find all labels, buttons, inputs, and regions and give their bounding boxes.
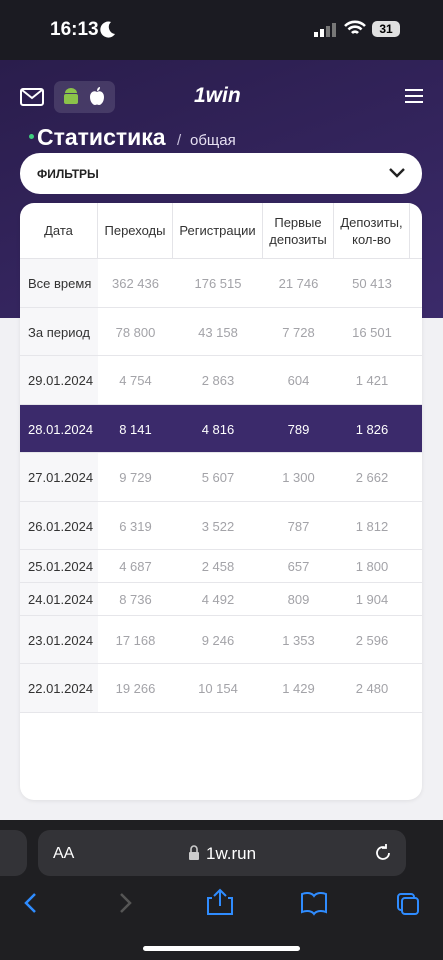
table-cell: 6 319 bbox=[119, 518, 152, 534]
lock-icon bbox=[189, 845, 199, 860]
table-cell: 657 bbox=[287, 559, 310, 574]
android-icon[interactable] bbox=[62, 87, 80, 107]
date-cell-bg bbox=[20, 616, 98, 663]
table-row bbox=[20, 405, 422, 453]
table-cell: 2 863 bbox=[201, 373, 235, 388]
filters-button[interactable]: ФИЛЬТРЫ bbox=[20, 153, 422, 194]
date-cell-bg bbox=[20, 453, 98, 501]
logo[interactable]: 1win bbox=[194, 84, 241, 107]
table-cell: 1 904 bbox=[355, 592, 389, 607]
column-header: Первые депозиты bbox=[263, 203, 334, 258]
table-cell: 1 300 bbox=[282, 470, 315, 485]
table-cell: 604 bbox=[287, 373, 310, 388]
table-cell: 7 728 bbox=[282, 324, 315, 340]
table-cell: 8 736 bbox=[119, 592, 152, 607]
header-divider bbox=[20, 258, 422, 259]
table-cell: 1 812 bbox=[355, 518, 389, 534]
address-field[interactable]: AA 1w.run bbox=[38, 830, 406, 876]
reload-icon[interactable] bbox=[374, 843, 392, 863]
row-label: Все время bbox=[28, 276, 92, 291]
date-cell-bg bbox=[20, 583, 98, 615]
moon-icon bbox=[100, 21, 115, 38]
app-buttons[interactable] bbox=[54, 81, 115, 113]
column-header: Регистрации bbox=[173, 203, 263, 258]
table-cell: 8 141 bbox=[119, 421, 152, 437]
filters-label: ФИЛЬТРЫ bbox=[37, 167, 99, 181]
table-cell: 21 746 bbox=[278, 276, 319, 291]
date-cell-bg bbox=[20, 664, 98, 712]
table-cell: 16 501 bbox=[352, 324, 392, 340]
browser-bar: AA 1w.run bbox=[0, 820, 443, 960]
table-cell: 362 436 bbox=[112, 276, 159, 291]
table-cell: 3 522 bbox=[201, 518, 235, 534]
table-cell: 5 607 bbox=[201, 470, 235, 485]
table-cell: 1 353 bbox=[282, 632, 315, 648]
row-label: 22.01.2024 bbox=[28, 681, 94, 696]
date-cell-bg bbox=[20, 259, 98, 307]
row-label: 25.01.2024 bbox=[28, 559, 94, 574]
table-cell: 19 266 bbox=[115, 681, 156, 696]
apple-icon[interactable] bbox=[88, 86, 106, 106]
table-cell: 10 154 bbox=[198, 681, 238, 696]
row-label: 24.01.2024 bbox=[28, 592, 94, 607]
dot bbox=[29, 134, 34, 139]
table-cell: 4 754 bbox=[119, 373, 152, 388]
table-cell: 1 429 bbox=[282, 681, 315, 696]
clock: 16:13 bbox=[50, 19, 99, 40]
row-label: 26.01.2024 bbox=[28, 518, 94, 534]
table-cell: 809 bbox=[287, 592, 310, 607]
row-label: 27.01.2024 bbox=[28, 470, 94, 485]
table-cell: 4 492 bbox=[201, 592, 235, 607]
row-label: 29.01.2024 bbox=[28, 373, 94, 388]
chevron bbox=[389, 168, 405, 178]
separator: / bbox=[177, 132, 182, 149]
table-cell: 1 826 bbox=[355, 421, 389, 437]
table-cell: 2 596 bbox=[355, 632, 389, 648]
table-cell: 17 168 bbox=[115, 632, 156, 648]
wifi-icon bbox=[344, 20, 366, 35]
table-cell: 2 458 bbox=[201, 559, 235, 574]
row-label: 23.01.2024 bbox=[28, 632, 94, 648]
url: 1w.run bbox=[206, 844, 257, 863]
column-header: Депозиты, кол-во bbox=[334, 203, 410, 258]
column-header: Дата bbox=[20, 203, 98, 258]
toolbar-icons bbox=[24, 888, 419, 916]
menu-icon[interactable] bbox=[405, 88, 423, 104]
date-cell-bg bbox=[20, 550, 98, 582]
table-cell: 2 662 bbox=[355, 470, 389, 485]
date-cell-bg bbox=[20, 308, 98, 355]
battery: 31 bbox=[372, 21, 400, 37]
status-bar: 16:13 31 bbox=[0, 0, 443, 60]
mail-icon[interactable] bbox=[20, 87, 44, 107]
signal-icon bbox=[314, 23, 336, 37]
table-cell: 2 480 bbox=[355, 681, 389, 696]
stats-table: Дата Переходы Регистрации Первые депозиты Де… bbox=[20, 203, 422, 800]
table-cell: 1 800 bbox=[355, 559, 389, 574]
table-cell: 4 816 bbox=[201, 421, 235, 437]
clipped-column bbox=[410, 203, 422, 258]
tab-preview[interactable] bbox=[0, 830, 27, 876]
table-cell: 9 729 bbox=[119, 470, 152, 485]
table-cell: 50 413 bbox=[352, 276, 392, 291]
table-cell: 176 515 bbox=[194, 276, 242, 291]
table-cell: 1 421 bbox=[355, 373, 389, 388]
page-subtitle: общая bbox=[190, 132, 236, 149]
date-cell-bg bbox=[20, 502, 98, 549]
column-header: Переходы bbox=[98, 203, 173, 258]
row-label: 28.01.2024 bbox=[28, 421, 94, 437]
home-indicator bbox=[143, 946, 300, 951]
table-cell: 787 bbox=[287, 518, 310, 534]
row-label: За период bbox=[28, 324, 90, 340]
table-cell: 4 687 bbox=[119, 559, 152, 574]
table-cell: 78 800 bbox=[115, 324, 156, 340]
table-cell: 9 246 bbox=[201, 632, 235, 648]
text-size-button[interactable]: AA bbox=[53, 845, 75, 862]
table-cell: 43 158 bbox=[198, 324, 238, 340]
date-cell-bg bbox=[20, 356, 98, 404]
table-cell: 789 bbox=[287, 421, 310, 437]
page-title: Статистика bbox=[37, 124, 166, 150]
